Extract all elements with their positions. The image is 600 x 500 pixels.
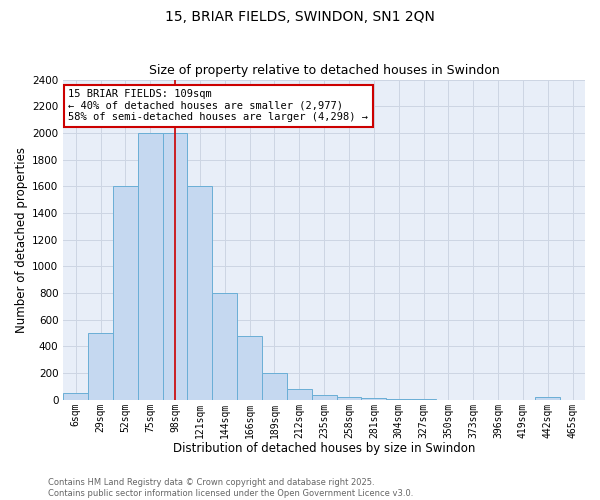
Bar	[386, 399, 411, 400]
Bar	[262, 373, 287, 400]
Bar	[88, 333, 113, 400]
Bar	[212, 293, 237, 400]
Bar	[535, 397, 560, 400]
Bar	[312, 395, 337, 400]
Bar	[138, 133, 163, 400]
Bar	[361, 398, 386, 400]
Bar	[63, 393, 88, 400]
Text: 15, BRIAR FIELDS, SWINDON, SN1 2QN: 15, BRIAR FIELDS, SWINDON, SN1 2QN	[165, 10, 435, 24]
Title: Size of property relative to detached houses in Swindon: Size of property relative to detached ho…	[149, 64, 500, 77]
Bar	[187, 186, 212, 400]
Text: Contains HM Land Registry data © Crown copyright and database right 2025.
Contai: Contains HM Land Registry data © Crown c…	[48, 478, 413, 498]
Text: 15 BRIAR FIELDS: 109sqm
← 40% of detached houses are smaller (2,977)
58% of semi: 15 BRIAR FIELDS: 109sqm ← 40% of detache…	[68, 89, 368, 122]
X-axis label: Distribution of detached houses by size in Swindon: Distribution of detached houses by size …	[173, 442, 475, 455]
Bar	[237, 336, 262, 400]
Bar	[337, 397, 361, 400]
Y-axis label: Number of detached properties: Number of detached properties	[15, 146, 28, 332]
Bar	[163, 133, 187, 400]
Bar	[113, 186, 138, 400]
Bar	[287, 389, 312, 400]
